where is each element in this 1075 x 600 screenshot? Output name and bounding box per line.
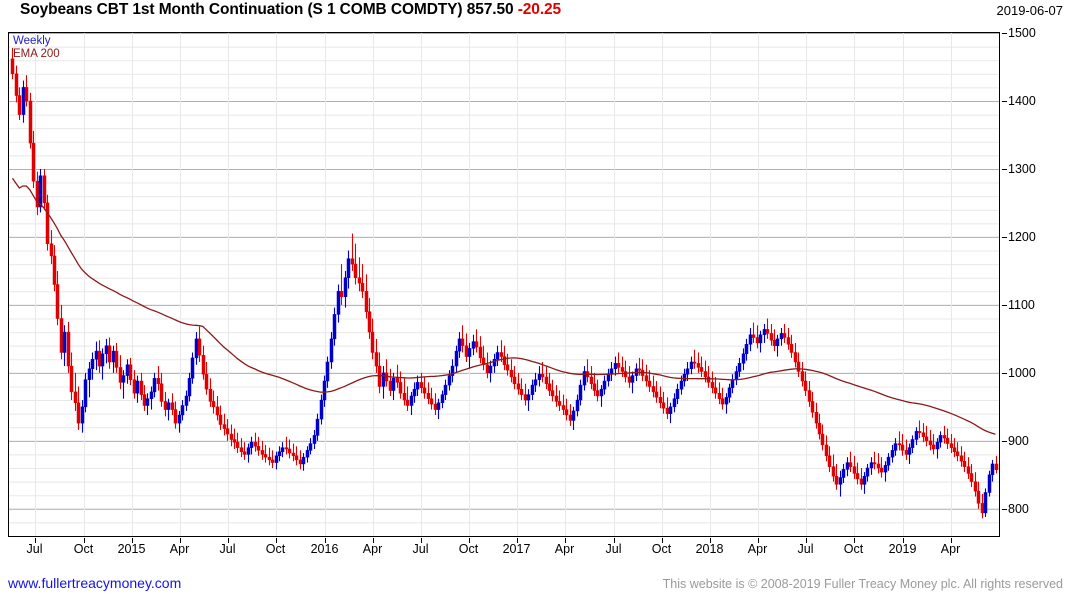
- y-axis-label: 900: [1008, 433, 1029, 448]
- x-axis-label: Jul: [412, 542, 429, 556]
- x-axis-label: Jul: [219, 542, 236, 556]
- x-axis-tick: [950, 538, 952, 543]
- last-price: 857.50: [466, 1, 514, 18]
- y-axis-tick: [1002, 100, 1007, 102]
- as-of-date: 2019-06-07: [996, 3, 1064, 18]
- site-url[interactable]: www.fullertreacymoney.com: [8, 575, 182, 591]
- y-axis-label: 800: [1008, 501, 1029, 516]
- y-axis-tick: [1002, 168, 1007, 170]
- x-axis-tick: [83, 538, 85, 543]
- x-axis-label: 2017: [502, 542, 531, 556]
- x-axis-tick: [564, 538, 566, 543]
- x-axis-label: Oct: [843, 542, 864, 556]
- y-axis-tick: [1002, 33, 1007, 34]
- x-axis-label: 2019: [888, 542, 917, 556]
- y-axis-tick: [1002, 508, 1007, 510]
- x-axis-label: Oct: [265, 542, 286, 556]
- x-axis-label: Jul: [605, 542, 622, 556]
- x-axis-tick: [372, 538, 374, 543]
- y-axis-label: 1300: [1008, 161, 1036, 176]
- y-axis-tick: [1002, 304, 1007, 306]
- x-axis-tick: [420, 538, 422, 543]
- candlestick-svg: [9, 33, 999, 536]
- x-axis-tick: [468, 538, 470, 543]
- y-axis-label: 1200: [1008, 229, 1036, 244]
- page-title: Soybeans CBT 1st Month Continuation (S 1…: [20, 1, 561, 19]
- x-axis-label: Oct: [458, 542, 479, 556]
- copyright-notice: This website is © 2008-2019 Fuller Treac…: [662, 577, 1063, 591]
- x-axis-tick: [179, 538, 181, 543]
- x-axis-tick: [805, 538, 807, 543]
- price-chart-plot-area[interactable]: Weekly EMA 200: [8, 32, 1000, 537]
- x-axis-label: Apr: [747, 542, 768, 556]
- y-axis-tick: [1002, 236, 1007, 238]
- instrument-name: Soybeans CBT 1st Month Continuation (S 1…: [20, 1, 463, 18]
- x-axis-label: 2016: [310, 542, 339, 556]
- x-axis: Jul Oct 2015 Apr Jul Oct 2016 Apr Jul Oct 2017 Apr J…: [8, 538, 1001, 560]
- x-axis-label: Oct: [73, 542, 94, 556]
- y-axis-label: 1400: [1008, 93, 1036, 108]
- x-axis-tick: [853, 538, 855, 543]
- x-axis-label: 2018: [695, 542, 724, 556]
- y-axis-tick: [1002, 372, 1007, 374]
- x-axis-tick: [131, 538, 133, 543]
- price-change: -20.25: [517, 1, 562, 18]
- x-axis-tick: [661, 538, 663, 543]
- x-axis-tick: [613, 538, 615, 543]
- chart-header: Soybeans CBT 1st Month Continuation (S 1…: [0, 0, 1075, 26]
- y-axis: 800 900 1000 1100 1200 1300 1400 1500: [1002, 26, 1072, 538]
- x-axis-label: Apr: [554, 542, 575, 556]
- y-axis-label: 1500: [1008, 26, 1036, 40]
- x-axis-label: Jul: [797, 542, 814, 556]
- x-axis-tick: [275, 538, 277, 543]
- x-axis-tick: [902, 538, 904, 543]
- y-axis-label: 1000: [1008, 365, 1036, 380]
- chart-footer: www.fullertreacymoney.com This website i…: [0, 573, 1075, 600]
- x-axis-tick: [709, 538, 711, 543]
- x-axis-tick: [324, 538, 326, 543]
- x-axis-tick: [757, 538, 759, 543]
- x-axis-label: Apr: [940, 542, 961, 556]
- x-axis-label: Jul: [26, 542, 43, 556]
- y-axis-label: 1100: [1008, 297, 1035, 312]
- x-axis-label: 2015: [117, 542, 146, 556]
- y-axis-tick: [1002, 440, 1007, 442]
- x-axis-tick: [34, 538, 36, 543]
- x-axis-label: Apr: [169, 542, 190, 556]
- x-axis-tick: [227, 538, 229, 543]
- x-axis-label: Apr: [362, 542, 383, 556]
- x-axis-label: Oct: [651, 542, 672, 556]
- x-axis-tick: [516, 538, 518, 543]
